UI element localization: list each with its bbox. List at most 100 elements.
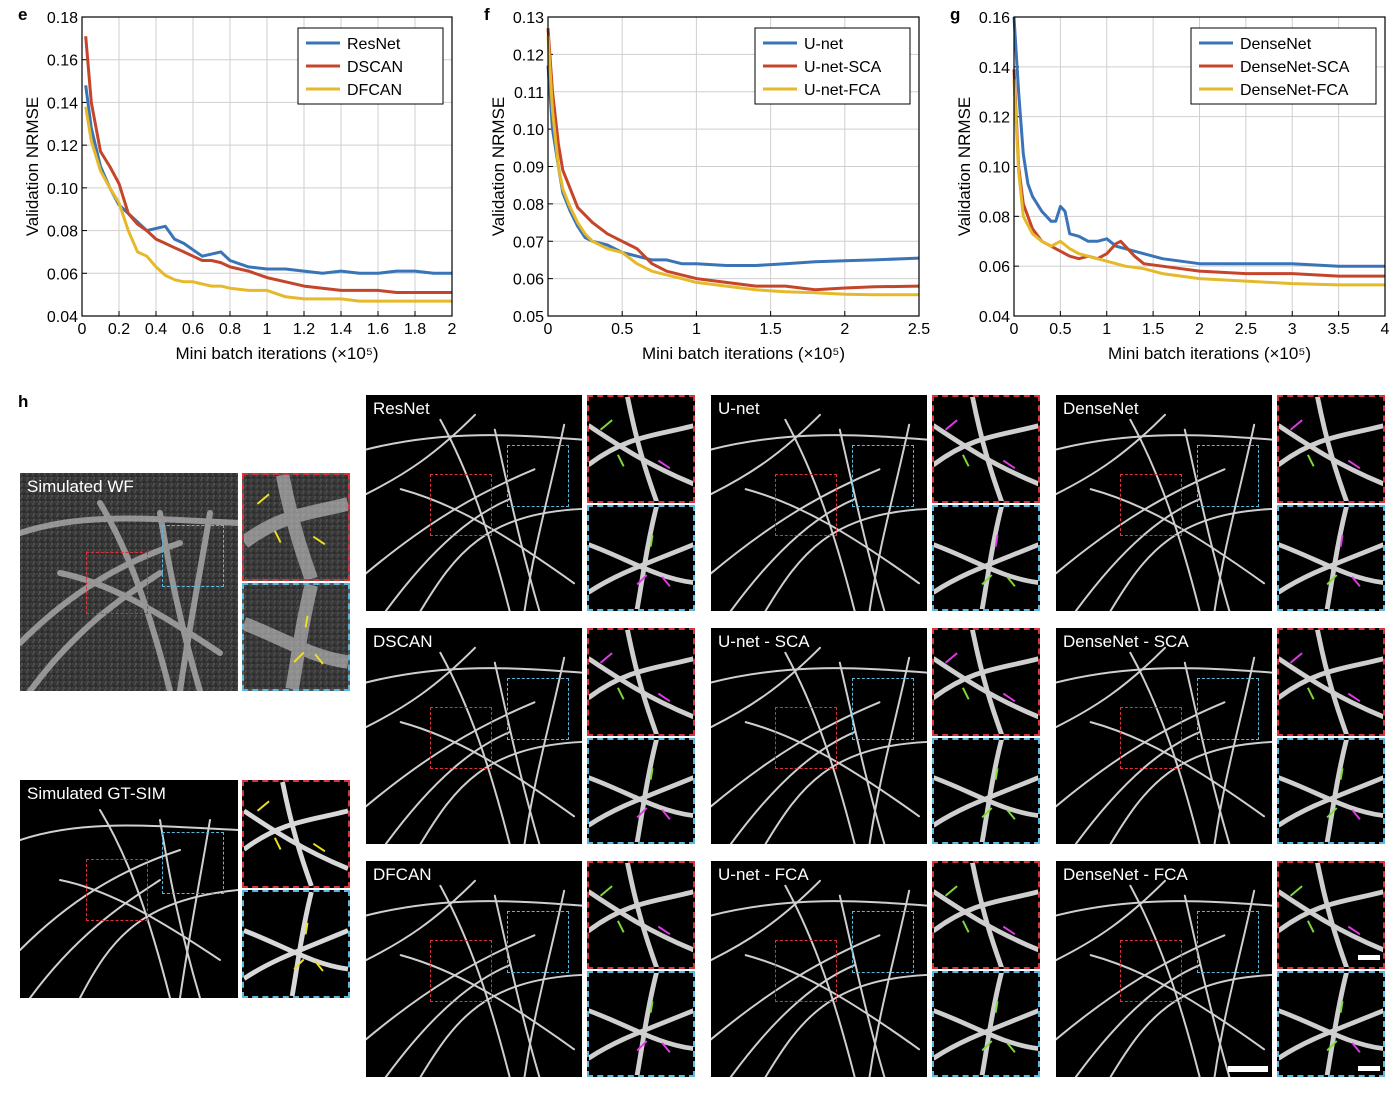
inset-blue bbox=[1277, 738, 1385, 844]
roi-red bbox=[1120, 474, 1182, 536]
filament-render bbox=[589, 740, 693, 842]
y-tick-label: 0.14 bbox=[979, 60, 1010, 77]
arrow-marker bbox=[1006, 1042, 1016, 1053]
x-tick-label: 0 bbox=[544, 321, 553, 338]
y-tick-label: 0.10 bbox=[47, 181, 78, 198]
series-line-u-net-fca bbox=[546, 35, 919, 297]
arrow-marker bbox=[649, 535, 654, 547]
x-tick-label: 2 bbox=[840, 321, 849, 338]
model-output-image: DenseNet - FCA bbox=[1056, 861, 1272, 1077]
inset-blue bbox=[1277, 971, 1385, 1077]
arrow-marker bbox=[636, 807, 648, 819]
arrow-marker bbox=[981, 1040, 993, 1052]
y-tick-label: 0.12 bbox=[979, 110, 1010, 127]
legend-label: DFCAN bbox=[347, 82, 402, 99]
x-tick-label: 0.6 bbox=[182, 321, 204, 338]
model-output-image: ResNet bbox=[366, 395, 582, 611]
panel-letter-f: f bbox=[484, 5, 490, 24]
legend-label: U-net bbox=[804, 36, 844, 53]
arrow-marker bbox=[962, 920, 970, 933]
model-output-image: U-net bbox=[711, 395, 927, 611]
x-axis-label: Mini batch iterations (×10⁵) bbox=[175, 344, 378, 363]
filament-render bbox=[711, 413, 927, 611]
filament-render bbox=[934, 397, 1038, 501]
legend-label: DSCAN bbox=[347, 59, 403, 76]
arrow-marker bbox=[1351, 809, 1361, 820]
filament-render bbox=[934, 507, 1038, 609]
filament-render bbox=[1056, 879, 1272, 1077]
filament-render bbox=[1279, 863, 1383, 967]
arrow-marker bbox=[962, 687, 970, 700]
legend-label: DenseNet-FCA bbox=[1240, 82, 1349, 99]
series-line-u-net-sca bbox=[546, 28, 920, 292]
model-output-label: U-net - SCA bbox=[718, 632, 810, 651]
arrow-marker bbox=[1351, 576, 1361, 587]
arrow-marker bbox=[944, 885, 958, 897]
x-tick-label: 1 bbox=[1102, 321, 1111, 338]
inset-red bbox=[932, 395, 1040, 503]
arrow-marker bbox=[1006, 576, 1016, 587]
model-output-label: DenseNet - FCA bbox=[1063, 865, 1188, 884]
x-tick-label: 3 bbox=[1288, 321, 1297, 338]
inset-red bbox=[1277, 395, 1385, 503]
arrow-marker bbox=[994, 535, 999, 547]
roi-red bbox=[430, 474, 492, 536]
model-output-label: DenseNet bbox=[1063, 399, 1139, 418]
legend-label: DenseNet-SCA bbox=[1240, 59, 1350, 76]
x-tick-label: 2.5 bbox=[1235, 321, 1257, 338]
inset-red bbox=[932, 861, 1040, 969]
y-tick-label: 0.10 bbox=[979, 160, 1010, 177]
filament-render bbox=[589, 397, 693, 501]
filament-render bbox=[1279, 973, 1383, 1075]
model-output-image: DenseNet - SCA bbox=[1056, 628, 1272, 844]
legend-label: U-net-FCA bbox=[804, 82, 881, 99]
arrow-marker bbox=[944, 419, 958, 431]
arrow-marker bbox=[657, 925, 671, 936]
inset-blue bbox=[932, 971, 1040, 1077]
model-output-label: DenseNet - SCA bbox=[1063, 632, 1189, 651]
x-tick-label: 1.8 bbox=[404, 321, 426, 338]
y-tick-label: 0.04 bbox=[979, 309, 1010, 326]
y-tick-label: 0.07 bbox=[513, 234, 544, 251]
inset-red bbox=[1277, 861, 1385, 969]
y-tick-label: 0.04 bbox=[47, 309, 78, 326]
arrow-marker bbox=[1351, 1042, 1361, 1053]
arrow-marker bbox=[1289, 885, 1303, 897]
gt-inset-red-content bbox=[244, 782, 348, 886]
arrow-marker bbox=[1289, 652, 1303, 664]
model-output-image: U-net - FCA bbox=[711, 861, 927, 1077]
roi-blue bbox=[1197, 678, 1259, 740]
gt-roi-red bbox=[86, 859, 148, 921]
inset-blue bbox=[587, 738, 695, 844]
arrow-marker bbox=[1339, 535, 1344, 547]
x-axis-label: Mini batch iterations (×10⁵) bbox=[1108, 344, 1311, 363]
filament-render bbox=[366, 646, 582, 844]
simulated-gt-sim-label: Simulated GT-SIM bbox=[27, 784, 166, 803]
y-tick-label: 0.11 bbox=[514, 85, 544, 102]
inset-red bbox=[587, 628, 695, 736]
arrow-marker bbox=[944, 652, 958, 664]
x-tick-label: 0.8 bbox=[219, 321, 241, 338]
arrow-marker bbox=[636, 1040, 648, 1052]
roi-red bbox=[775, 707, 837, 769]
filament-render bbox=[366, 413, 582, 611]
series-line-dfcan bbox=[84, 106, 452, 303]
inset-red bbox=[1277, 628, 1385, 736]
scale-bar-inset-red bbox=[1358, 955, 1380, 960]
arrow-marker bbox=[599, 652, 613, 664]
gt-roi-blue bbox=[162, 832, 224, 894]
y-tick-label: 0.12 bbox=[47, 138, 78, 155]
roi-blue bbox=[852, 445, 914, 507]
y-tick-label: 0.13 bbox=[513, 10, 544, 27]
model-output-label: U-net - FCA bbox=[718, 865, 809, 884]
arrow-marker bbox=[599, 885, 613, 897]
y-tick-label: 0.08 bbox=[979, 209, 1010, 226]
arrow-marker bbox=[657, 692, 671, 703]
x-tick-label: 0.2 bbox=[108, 321, 130, 338]
x-tick-label: 2 bbox=[448, 321, 457, 338]
arrow-marker bbox=[661, 809, 671, 820]
arrow-marker bbox=[1347, 925, 1361, 936]
model-output-label: U-net bbox=[718, 399, 760, 418]
model-output-image: DenseNet bbox=[1056, 395, 1272, 611]
arrow-marker bbox=[1307, 687, 1315, 700]
